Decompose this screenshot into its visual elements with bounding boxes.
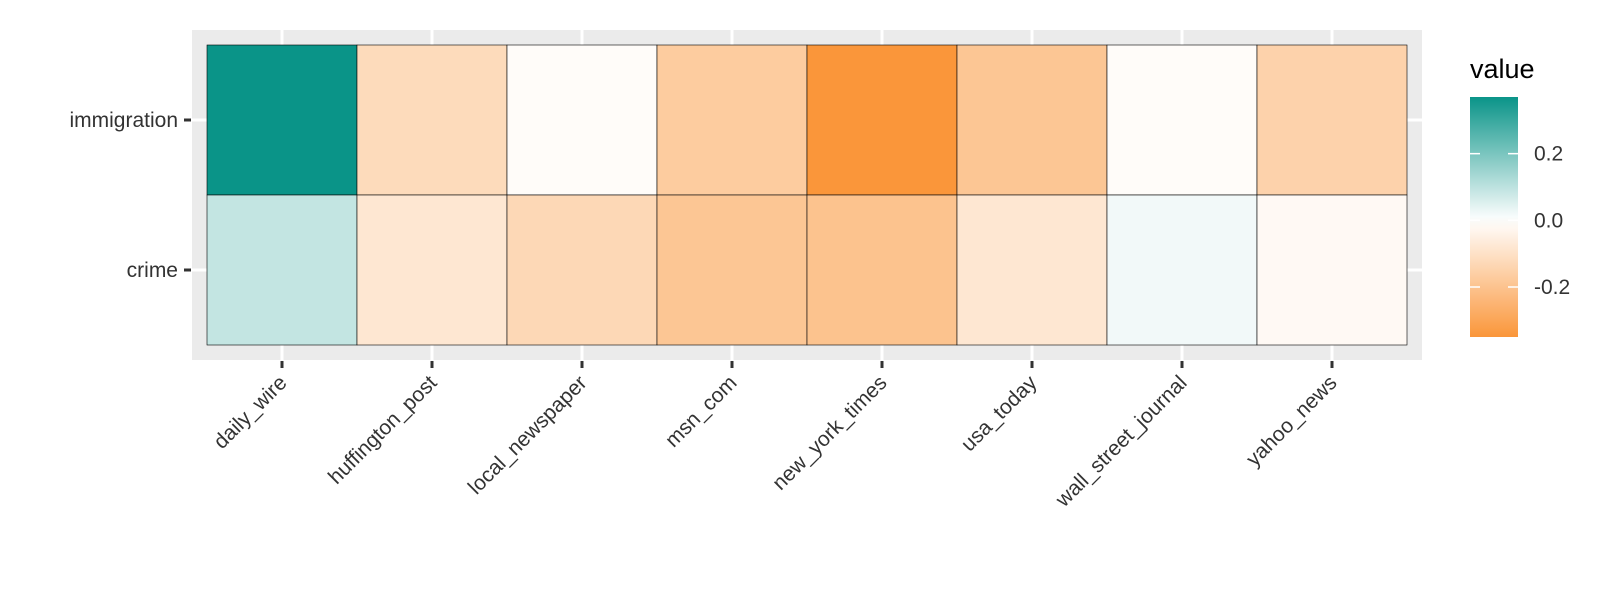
y-tick-label: immigration — [69, 109, 178, 132]
x-tick-label: local_newspaper — [464, 371, 592, 499]
x-tick-label: new_york_times — [768, 371, 892, 495]
heatmap-tile-crime-new_york_times — [806, 194, 958, 346]
x-tick-label: daily_wire — [209, 371, 291, 453]
x-tick-label: usa_today — [957, 371, 1042, 456]
legend-title: value — [1470, 54, 1535, 84]
legend-tick-label: -0.2 — [1534, 276, 1570, 299]
heatmap-tile-crime-wall_street_journal — [1106, 194, 1258, 346]
heatmap-tile-crime-msn_com — [656, 194, 808, 346]
x-tick-label: msn_com — [661, 371, 742, 452]
heatmap-tile-immigration-huffington_post — [356, 44, 508, 196]
heatmap-tile-immigration-daily_wire — [206, 44, 358, 196]
heatmap-tile-immigration-yahoo_news — [1256, 44, 1408, 196]
x-tick-label: wall_street_journal — [1051, 371, 1192, 512]
y-tick-label: crime — [127, 259, 178, 282]
legend-tick-label: 0.0 — [1534, 209, 1563, 232]
heatmap-tile-immigration-msn_com — [656, 44, 808, 196]
heatmap-tile-crime-usa_today — [956, 194, 1108, 346]
legend: value 0.2 0.0 -0.2 — [1470, 54, 1570, 337]
legend-tick-label: 0.2 — [1534, 143, 1563, 166]
heatmap-tile-crime-huffington_post — [356, 194, 508, 346]
heatmap-tile-immigration-wall_street_journal — [1106, 44, 1258, 196]
heatmap-tile-crime-daily_wire — [206, 194, 358, 346]
heatmap-tile-crime-local_newspaper — [506, 194, 658, 346]
legend-colorbar — [1470, 97, 1518, 337]
heatmap-tile-crime-yahoo_news — [1256, 194, 1408, 346]
heatmap-tile-immigration-local_newspaper — [506, 44, 658, 196]
x-tick-label: huffington_post — [324, 371, 442, 489]
heatmap-tiles — [206, 44, 1408, 346]
heatmap-tile-immigration-usa_today — [956, 44, 1108, 196]
heatmap-tile-immigration-new_york_times — [806, 44, 958, 196]
x-tick-label: yahoo_news — [1242, 371, 1342, 471]
legend-ticks: 0.2 0.0 -0.2 — [1470, 143, 1570, 299]
